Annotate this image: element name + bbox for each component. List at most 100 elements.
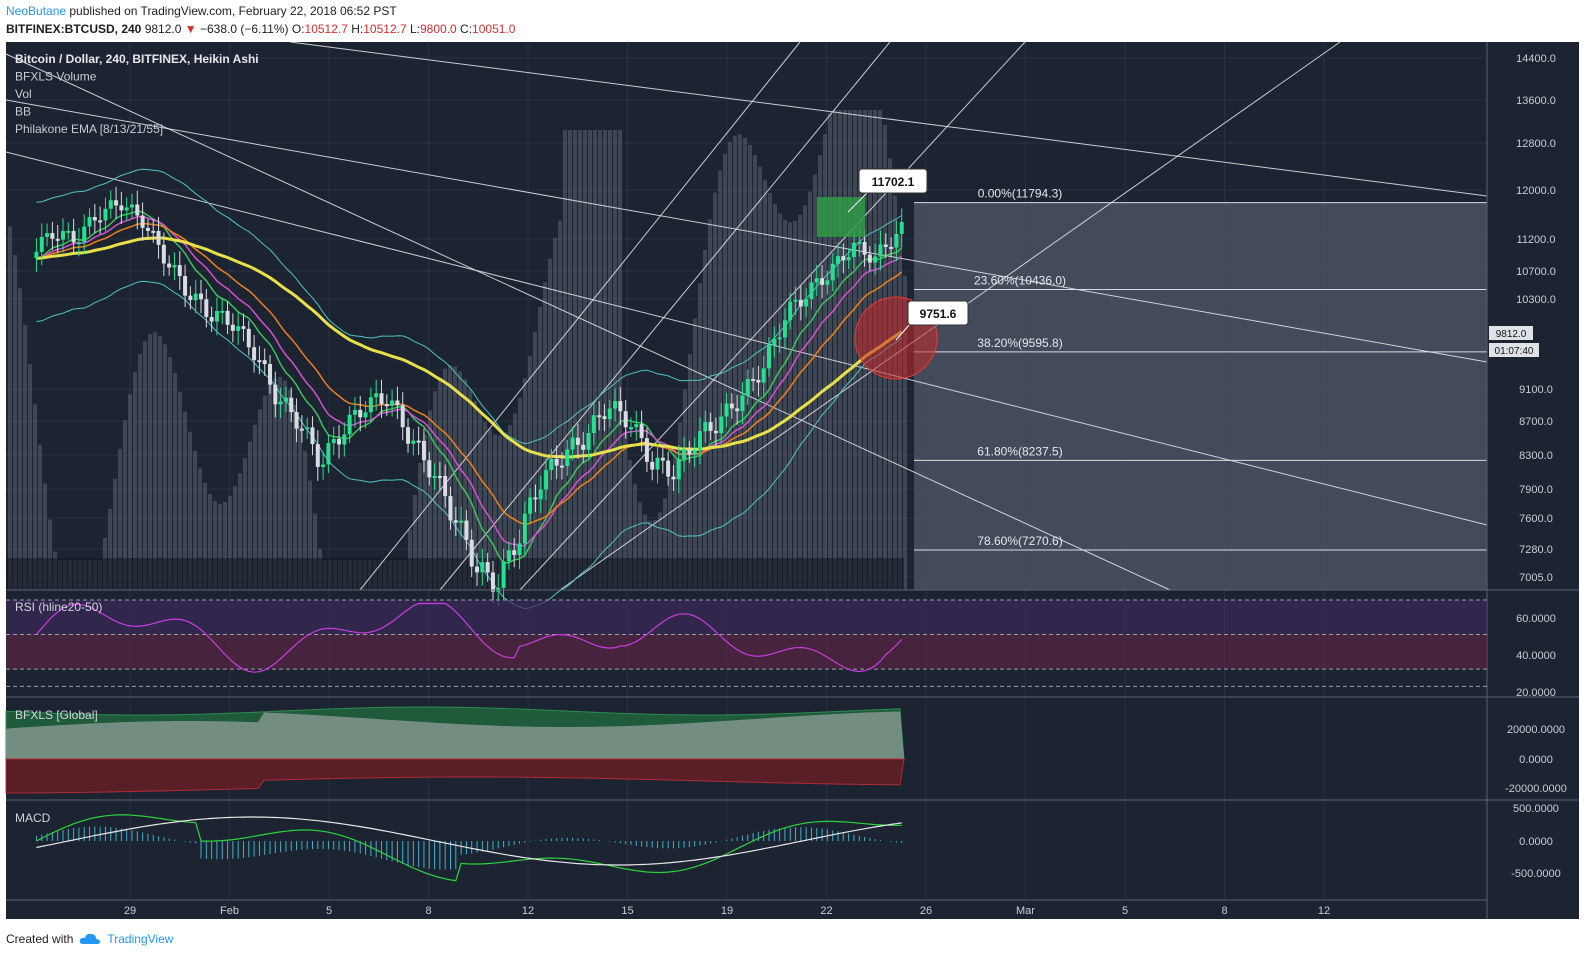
volume-bar bbox=[648, 520, 652, 590]
low-value: 9800.0 bbox=[420, 22, 457, 36]
rsi-pane[interactable]: RSI (hline20-50) 60.0000 40.0000 20.0000 bbox=[6, 599, 1556, 699]
volume-bar bbox=[753, 155, 757, 590]
candle-body bbox=[517, 543, 522, 555]
candle-body bbox=[411, 440, 416, 444]
tradingview-link[interactable]: TradingView bbox=[107, 932, 174, 946]
author-link[interactable]: NeoButane bbox=[6, 4, 67, 18]
candle-body bbox=[761, 368, 766, 383]
volume-bar bbox=[538, 306, 542, 590]
macd-tick-label: 500.0000 bbox=[1513, 803, 1559, 815]
volume-bar bbox=[258, 409, 262, 590]
candle-body bbox=[745, 378, 750, 396]
candle-body bbox=[851, 242, 856, 258]
highlight-box bbox=[817, 197, 865, 237]
trend-line bbox=[289, 41, 1488, 197]
high-label: H: bbox=[351, 22, 364, 36]
candle-body bbox=[729, 403, 734, 409]
volume-bar bbox=[233, 486, 237, 590]
fib-retracement[interactable]: 0.00%(11794.3) 23.60%(10436.0) 38.20%(9595… bbox=[914, 187, 1487, 590]
candle-body bbox=[140, 215, 145, 228]
volume-bar bbox=[193, 450, 197, 590]
trend-lines[interactable] bbox=[5, 41, 1488, 591]
countdown-tag-label: 01:07:40 bbox=[1495, 346, 1534, 357]
time-tick-label: 5 bbox=[326, 905, 332, 917]
volume-bar bbox=[558, 220, 562, 591]
macd-pane[interactable]: MACD 500.0000 0.0000 -500.0000 bbox=[15, 803, 1561, 882]
candle-body bbox=[697, 431, 702, 451]
candle-body bbox=[687, 449, 692, 455]
bb-lower bbox=[36, 280, 903, 610]
volume-bar bbox=[38, 444, 42, 590]
candle-body bbox=[374, 393, 379, 398]
bfxls-tick-label: -20000.0000 bbox=[1505, 783, 1567, 795]
volume-bar bbox=[643, 514, 647, 590]
candle-body bbox=[236, 326, 241, 331]
volume-bar bbox=[683, 389, 687, 590]
volume-bar bbox=[628, 459, 632, 590]
close-value: 10051.0 bbox=[472, 22, 516, 36]
volume-bar bbox=[293, 404, 297, 590]
candle-body bbox=[177, 265, 182, 277]
candle-body bbox=[342, 434, 347, 445]
volume-bar bbox=[793, 220, 797, 590]
ema-55 bbox=[36, 236, 903, 459]
volume-bar bbox=[533, 331, 537, 590]
candle-body bbox=[836, 256, 841, 264]
volume-bar bbox=[413, 494, 417, 590]
volume-bar bbox=[818, 155, 822, 590]
volume-bar bbox=[768, 192, 772, 590]
candle-body bbox=[825, 280, 830, 285]
volume-bar bbox=[748, 144, 752, 590]
candle-body bbox=[278, 401, 283, 405]
annotations[interactable]: 11702.1 9751.6 bbox=[817, 168, 969, 380]
volume-bar bbox=[238, 473, 242, 590]
candle-body bbox=[39, 236, 44, 252]
volume-bar bbox=[658, 512, 662, 590]
volume-bar bbox=[588, 130, 592, 590]
candle-body bbox=[857, 241, 862, 244]
macd-signal-line bbox=[36, 816, 902, 866]
price-tick-label: 12800.0 bbox=[1516, 138, 1556, 150]
volume-bar bbox=[178, 391, 182, 590]
macd-tick-label: -500.0000 bbox=[1511, 868, 1561, 880]
candle-body bbox=[241, 326, 246, 329]
candle-body bbox=[443, 475, 448, 497]
candle-body bbox=[644, 438, 649, 462]
price-axis[interactable]: 14400.0 13600.0 12800.0 12000.0 11200.0 10700… bbox=[6, 42, 1579, 919]
volume-bar bbox=[568, 130, 572, 590]
fib-box bbox=[914, 202, 1487, 590]
candle-body bbox=[719, 416, 724, 434]
volume-bar bbox=[483, 421, 487, 590]
volume-bar bbox=[243, 458, 247, 590]
macd-tick-label: 0.0000 bbox=[1519, 836, 1553, 848]
volume-bar bbox=[128, 394, 132, 590]
symbol-label: BITFINEX:BTCUSD, 240 bbox=[6, 22, 142, 36]
volume-bar bbox=[828, 112, 832, 590]
candle-body bbox=[76, 242, 81, 245]
candle-body bbox=[575, 437, 580, 445]
bfxls-pane[interactable]: BFXLS [Global] 20000.0000 0.0000 -20000.000… bbox=[5, 706, 1567, 795]
volume-bar bbox=[688, 354, 692, 590]
time-tick-label: 15 bbox=[621, 905, 633, 917]
time-tick-label: 22 bbox=[820, 905, 832, 917]
candle-body bbox=[225, 310, 230, 325]
price-tick-label: 8300.0 bbox=[1519, 450, 1553, 462]
chart-canvas[interactable]: 0.00%(11794.3) 23.60%(10436.0) 38.20%(9595… bbox=[0, 40, 1585, 920]
candle-body bbox=[751, 378, 756, 381]
volume-bar bbox=[573, 130, 577, 590]
candle-body bbox=[45, 233, 50, 237]
trend-line bbox=[439, 41, 891, 591]
candle-body bbox=[294, 412, 299, 429]
volume-bar bbox=[423, 434, 427, 590]
volume-bar bbox=[563, 130, 567, 590]
legend-item: Philakone EMA [8/13/21/55] bbox=[15, 122, 163, 136]
rsi-label: RSI (hline20-50) bbox=[15, 600, 102, 614]
volume-bar bbox=[513, 413, 517, 590]
bfxls-tick-label: 20000.0000 bbox=[1507, 724, 1565, 736]
volume-bar bbox=[498, 435, 502, 590]
time-tick-label: Feb bbox=[220, 905, 239, 917]
time-axis[interactable]: 29 Feb 5 8 12 15 19 22 26 Mar 5 8 12 bbox=[6, 899, 1487, 917]
candle-body bbox=[427, 460, 432, 478]
candle-body bbox=[804, 299, 809, 307]
candle-body bbox=[559, 465, 564, 468]
